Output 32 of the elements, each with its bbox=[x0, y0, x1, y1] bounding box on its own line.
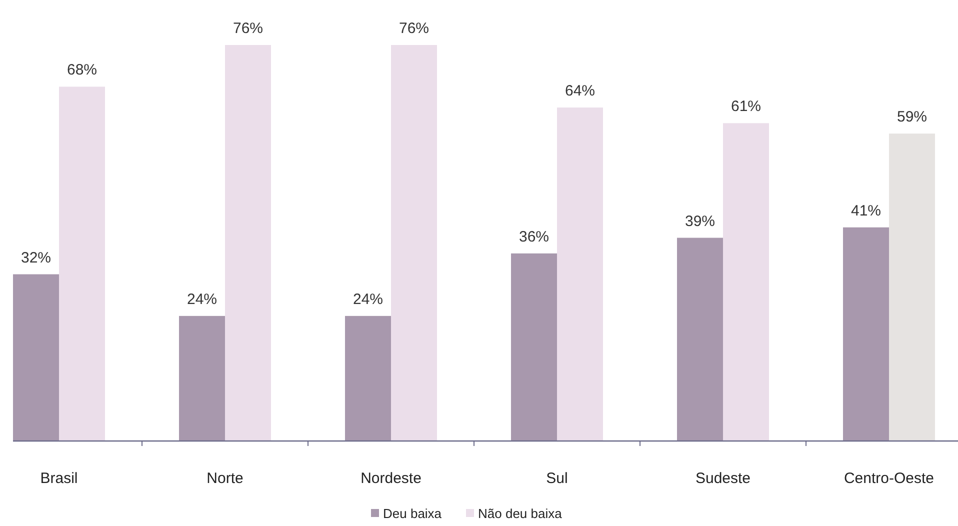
bar bbox=[179, 316, 225, 441]
data-label: 68% bbox=[66, 62, 98, 79]
bar bbox=[511, 253, 557, 441]
bar bbox=[59, 86, 105, 441]
bar bbox=[677, 238, 723, 441]
data-label: 39% bbox=[684, 212, 716, 230]
bar bbox=[391, 45, 437, 441]
data-label: 64% bbox=[564, 82, 596, 100]
data-label: 61% bbox=[730, 98, 762, 116]
bar bbox=[225, 45, 271, 441]
data-label: 36% bbox=[518, 228, 550, 246]
bar bbox=[13, 274, 59, 441]
legend-label: Deu baixa bbox=[383, 506, 442, 521]
bar bbox=[345, 316, 391, 441]
bar bbox=[723, 123, 769, 441]
data-label: 76% bbox=[398, 20, 430, 37]
bar bbox=[889, 134, 935, 441]
data-label: 32% bbox=[20, 249, 52, 266]
x-tick-label: Centro-Oeste bbox=[844, 470, 934, 487]
legend-label: Não deu baixa bbox=[478, 506, 563, 521]
data-label: 76% bbox=[232, 20, 264, 37]
data-label: 24% bbox=[186, 290, 218, 308]
data-label: 59% bbox=[896, 108, 928, 126]
x-tick-label: Brasil bbox=[40, 470, 78, 487]
data-label: 41% bbox=[850, 202, 882, 220]
x-tick-label: Nordeste bbox=[360, 470, 422, 487]
data-label: 24% bbox=[352, 290, 384, 308]
bar bbox=[843, 227, 889, 441]
x-tick-label: Sul bbox=[546, 470, 568, 487]
x-tick-label: Norte bbox=[206, 470, 244, 487]
x-tick-label: Sudeste bbox=[695, 470, 751, 487]
bar bbox=[557, 108, 603, 441]
